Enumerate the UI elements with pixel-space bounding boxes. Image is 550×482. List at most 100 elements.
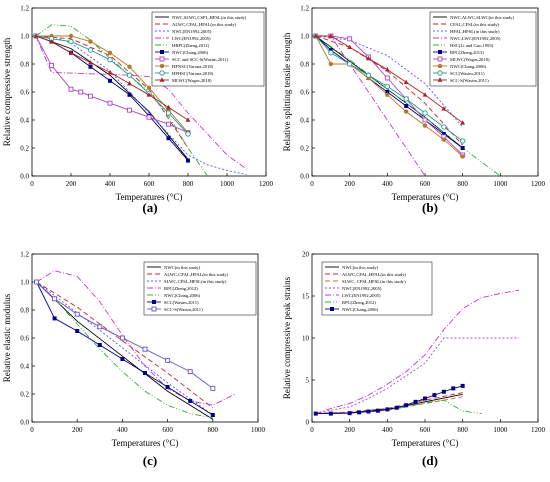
data-point	[366, 55, 371, 61]
x-tick-label: 200	[66, 180, 77, 188]
legend: NWC(in this study) ALWC,CFAL,HFAL(in this…	[143, 261, 257, 316]
x-tick-label: 600	[420, 180, 431, 188]
data-point	[313, 33, 319, 38]
series-group	[36, 281, 214, 420]
legend-label: SCC-S(Wasim,2011)	[164, 307, 203, 313]
panel-label: (c)	[143, 453, 157, 468]
data-point	[347, 61, 353, 67]
data-point	[404, 403, 409, 408]
legend-marker	[159, 70, 165, 76]
data-point	[460, 383, 465, 388]
x-tick-label: 0	[310, 426, 314, 434]
y-tick-label: 0.4	[20, 117, 29, 125]
x-tick-label: 200	[344, 426, 355, 434]
y-axis-label: Relative elastic modulus	[2, 293, 12, 382]
legend-label: SLWC, CFSL,HFSL(in this study)	[342, 279, 406, 285]
data-point	[52, 316, 57, 321]
data-point	[166, 136, 171, 141]
data-point	[88, 64, 93, 69]
x-tick-label: 1000	[493, 426, 508, 434]
y-tick-label: 0	[306, 419, 310, 427]
panel-label: (a)	[142, 200, 157, 215]
series-group	[313, 33, 466, 125]
y-axis-label: Relative compressive peak strains	[282, 276, 292, 399]
data-point	[441, 106, 447, 111]
data-point	[365, 72, 372, 78]
data-point	[146, 85, 152, 91]
legend-marker	[159, 56, 165, 62]
series-group	[35, 24, 208, 177]
series-line	[36, 281, 214, 409]
legend-label: NWC(Chang,2006)	[450, 64, 487, 70]
series-line	[35, 24, 208, 177]
legend-label: NWC(Chang,2006)	[164, 293, 201, 299]
series-line	[315, 35, 501, 177]
data-point	[146, 114, 152, 120]
data-point	[34, 279, 39, 285]
data-point	[127, 81, 132, 86]
data-point	[88, 60, 93, 65]
data-point	[441, 132, 446, 136]
y-axis-label: Relative splitting tensile strength	[282, 32, 292, 151]
y-tick-label: 0.0	[300, 173, 309, 181]
x-tick-label: 400	[105, 180, 116, 188]
data-point	[384, 83, 390, 90]
data-point	[68, 33, 74, 39]
legend-marker	[330, 307, 334, 311]
data-point	[146, 92, 152, 97]
data-point	[165, 110, 172, 116]
x-tick-label: 400	[382, 426, 393, 434]
y-tick-label: 0.4	[300, 117, 309, 125]
data-point	[49, 62, 54, 68]
x-tick-label: 1200	[259, 180, 274, 188]
data-point	[460, 120, 466, 125]
panel-label: (b)	[422, 200, 438, 215]
data-point	[347, 36, 353, 42]
data-point	[187, 369, 193, 375]
legend-label: SCC(Wasim,2011)	[450, 71, 485, 77]
data-point	[357, 410, 362, 415]
series-group	[313, 383, 465, 416]
data-point	[88, 39, 93, 44]
data-point	[328, 411, 333, 416]
legend-label: HSC(Li and Guo,1993)	[450, 43, 494, 49]
y-tick-label: 5	[306, 377, 310, 385]
x-tick-label: 600	[420, 426, 431, 434]
data-point	[143, 371, 147, 375]
data-point	[385, 90, 390, 94]
data-point	[186, 158, 190, 163]
series-group	[36, 270, 236, 406]
x-tick-label: 600	[162, 426, 173, 434]
data-point	[328, 61, 334, 67]
legend-marker	[437, 77, 443, 82]
x-tick-label: 200	[344, 180, 355, 188]
data-point	[422, 92, 428, 97]
x-tick-label: 1200	[531, 426, 546, 434]
series-line	[315, 289, 520, 415]
y-tick-label: 1.2	[20, 251, 29, 259]
series-line	[36, 270, 236, 406]
data-point	[88, 93, 93, 99]
legend-box	[429, 11, 537, 87]
x-tick-label: 200	[72, 426, 83, 434]
data-point	[107, 50, 113, 55]
data-point	[108, 78, 112, 83]
legend-label: SCC(Wasim,2011)	[164, 300, 199, 306]
data-point	[422, 123, 428, 128]
legend-label: ALWC,CFAL,HFAL(in this study)	[172, 22, 237, 28]
data-point	[107, 57, 113, 63]
data-point	[385, 407, 390, 412]
data-point	[403, 79, 409, 84]
data-point	[75, 329, 80, 333]
series-group	[35, 35, 189, 149]
legend-label: RPC(Zheng,2012)	[164, 286, 198, 292]
y-tick-label: 0.2	[20, 391, 29, 399]
data-point	[68, 86, 74, 92]
legend-label: HFHSC(Varona,2018)	[172, 71, 214, 77]
chart-panel-4: 0 200 400 600 800 1000 1200 0 5 10 15 20 Temperature…	[282, 251, 546, 469]
data-point	[347, 44, 353, 49]
y-tick-label: 20	[302, 251, 310, 259]
data-point	[460, 154, 465, 159]
panel-label: (d)	[422, 453, 438, 468]
series-group	[315, 35, 501, 177]
